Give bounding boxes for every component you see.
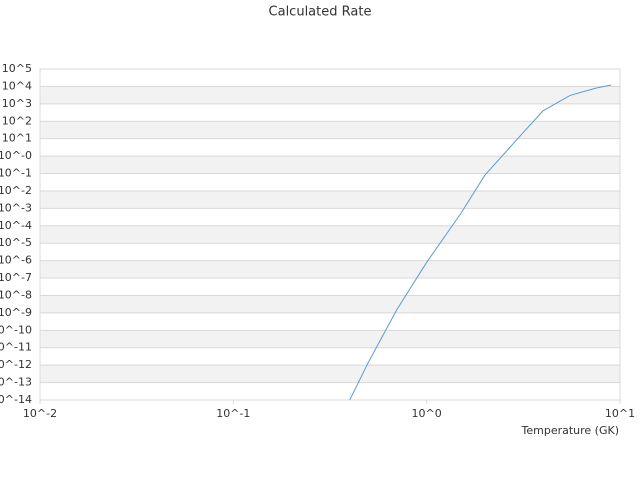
x-tick-label: 10^-2 xyxy=(23,407,57,420)
y-tick-label: 10^-10 xyxy=(0,323,32,336)
x-axis-label: Temperature (GK) xyxy=(521,424,620,437)
y-tick-label: 10^2 xyxy=(2,114,32,127)
x-tick-label: 10^-1 xyxy=(216,407,250,420)
grid-band xyxy=(40,365,620,383)
grid-band xyxy=(40,330,620,348)
y-tick-label: 10^1 xyxy=(2,132,32,145)
y-tick-label: 10^-8 xyxy=(0,288,32,301)
y-tick-label: 10^-12 xyxy=(0,358,32,371)
y-tick-label: 10^-1 xyxy=(0,167,32,180)
grid-band xyxy=(40,225,620,244)
y-tick-label: 10^-14 xyxy=(0,393,32,406)
x-tick-label: 10^1 xyxy=(605,407,635,420)
grid-band xyxy=(40,190,620,209)
y-tick-label: 10^-3 xyxy=(0,201,32,214)
y-tick-label: 10^4 xyxy=(2,79,32,92)
grid-band xyxy=(40,260,620,279)
grid-band xyxy=(40,86,620,104)
y-tick-label: 10^-11 xyxy=(0,341,32,354)
y-tick-label: 10^-4 xyxy=(0,219,32,232)
y-tick-label: 10^-2 xyxy=(0,184,32,197)
y-tick-label: 10^-7 xyxy=(0,271,32,284)
y-tick-label: 10^5 xyxy=(2,62,32,75)
y-tick-label: 10^-6 xyxy=(0,254,32,267)
y-tick-label: 10^-13 xyxy=(0,376,32,389)
x-tick-label: 10^0 xyxy=(412,407,442,420)
grid-band xyxy=(40,295,620,313)
data-line xyxy=(349,84,612,400)
y-tick-label: 10^-9 xyxy=(0,306,32,319)
y-tick-label: 10^-0 xyxy=(0,149,32,162)
y-tick-label: 10^3 xyxy=(2,97,32,110)
grid-band xyxy=(40,156,620,174)
grid-band xyxy=(40,121,620,139)
chart-title: Calculated Rate xyxy=(269,5,372,20)
y-tick-label: 10^-5 xyxy=(0,236,32,249)
